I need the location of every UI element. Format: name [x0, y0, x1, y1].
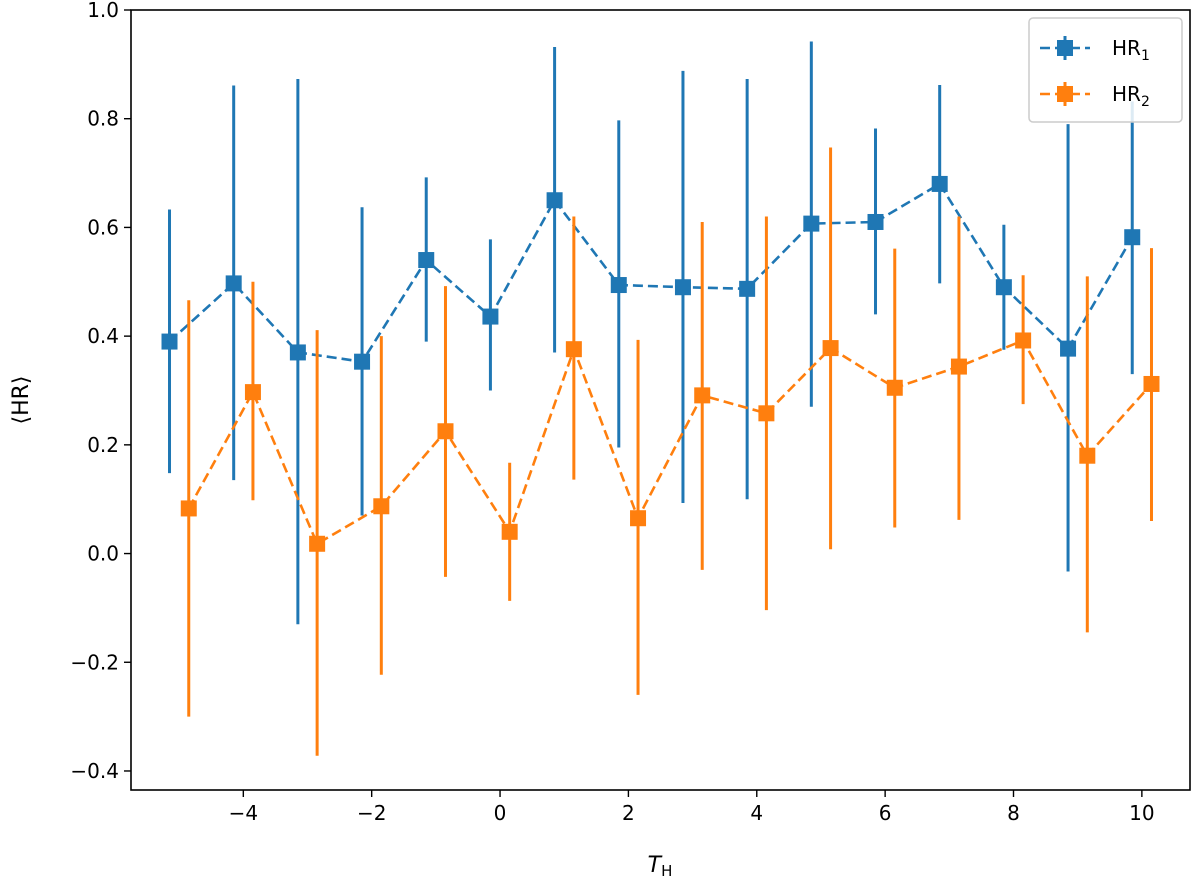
- y-tick-label: −0.2: [70, 650, 119, 674]
- data-point: [1143, 375, 1160, 392]
- series-1: [161, 41, 1141, 625]
- data-point: [1079, 447, 1096, 464]
- data-point: [565, 341, 582, 358]
- x-tick-label: 6: [879, 801, 892, 825]
- data-point: [354, 353, 371, 370]
- x-tick-label: 8: [1007, 801, 1020, 825]
- legend-entry-2: HR2: [1040, 82, 1150, 110]
- legend-label: HR1: [1112, 36, 1150, 64]
- series-line: [187, 338, 1153, 546]
- data-point: [501, 523, 518, 540]
- y-tick-label: 1.0: [87, 0, 119, 22]
- series-2: [180, 147, 1160, 756]
- data-point: [758, 405, 775, 422]
- data-point: [674, 279, 691, 296]
- data-point: [418, 252, 435, 269]
- plot-area: [161, 41, 1160, 756]
- y-tick-label: 0.0: [87, 542, 119, 566]
- legend-box: [1028, 17, 1183, 123]
- data-point: [694, 387, 711, 404]
- x-tick-label: 10: [1129, 801, 1154, 825]
- y-tick-label: 0.2: [87, 433, 119, 457]
- data-point: [161, 333, 178, 350]
- legend-marker: [1057, 86, 1073, 102]
- legend-marker: [1057, 40, 1073, 56]
- data-point: [546, 192, 563, 209]
- y-tick-label: 0.4: [87, 324, 119, 348]
- x-axis: −4 −2 0 2 4 6 8 10: [229, 790, 1155, 825]
- data-point: [1015, 332, 1032, 349]
- data-point: [225, 275, 242, 292]
- data-point: [289, 344, 306, 361]
- data-point: [822, 340, 839, 357]
- data-point: [610, 277, 627, 294]
- data-point: [437, 423, 454, 440]
- y-tick-label: −0.4: [70, 759, 119, 783]
- x-axis-title: TH: [648, 853, 673, 880]
- data-point: [995, 279, 1012, 296]
- data-point: [803, 215, 820, 232]
- data-point: [180, 500, 197, 517]
- data-point: [867, 213, 884, 230]
- data-point: [931, 175, 948, 192]
- y-tick-label: 0.6: [87, 215, 119, 239]
- data-point: [1060, 340, 1077, 357]
- legend-entry-1: HR1: [1040, 36, 1150, 64]
- x-tick-label: −4: [229, 801, 258, 825]
- legend: HR1 HR2: [1028, 17, 1183, 123]
- series-line: [168, 182, 1134, 364]
- data-point: [630, 510, 647, 527]
- y-tick-label: 0.8: [87, 107, 119, 131]
- x-tick-label: −2: [357, 801, 386, 825]
- data-point: [309, 535, 326, 552]
- data-point: [373, 498, 390, 515]
- data-point: [739, 280, 756, 297]
- x-tick-label: 4: [750, 801, 763, 825]
- data-point: [482, 308, 499, 325]
- data-point: [950, 358, 967, 375]
- y-axis: −0.4 −0.2 0.0 0.2 0.4 0.6 0.8 1.0: [70, 0, 131, 783]
- data-point: [244, 384, 261, 401]
- y-axis-title: ⟨HR⟩: [9, 376, 34, 425]
- legend-label: HR2: [1112, 82, 1150, 110]
- x-tick-label: 0: [494, 801, 507, 825]
- data-point: [886, 379, 903, 396]
- axes-frame: [130, 9, 1191, 791]
- x-tick-label: 2: [622, 801, 635, 825]
- data-point: [1124, 229, 1141, 246]
